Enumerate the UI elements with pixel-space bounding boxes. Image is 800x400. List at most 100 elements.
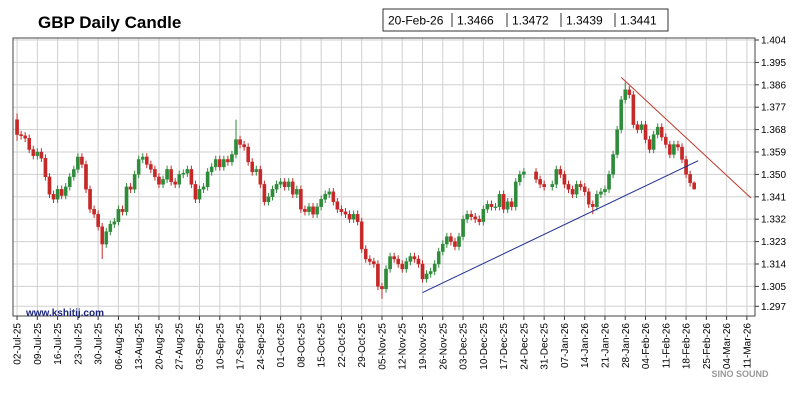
candle-body [319, 199, 323, 207]
candle-body [331, 191, 336, 202]
candle-body [59, 189, 64, 196]
x-tick-label: 24-Dec-25 [519, 323, 530, 370]
candle-body [84, 164, 88, 190]
candle-body [327, 191, 332, 195]
candle-body [680, 146, 684, 160]
candle-body [627, 89, 632, 95]
candle-body [209, 166, 214, 173]
candle-body [522, 171, 526, 175]
candle-body [270, 189, 275, 197]
candle-body [80, 156, 84, 165]
trend-line [422, 160, 699, 294]
x-tick-label: 03-Sep-25 [195, 323, 206, 370]
ohlc-value: 1.3439 [566, 14, 603, 28]
candle-body [189, 169, 194, 185]
candle-body [193, 184, 198, 200]
candle-body [550, 184, 555, 188]
candle-body [307, 206, 311, 212]
candle-body [351, 214, 356, 220]
y-tick-label: 1.305 [761, 282, 786, 293]
x-tick-label: 11-Mar-26 [742, 323, 753, 369]
candle-body [692, 182, 696, 190]
candle-body [404, 261, 409, 270]
candle-body [323, 194, 328, 200]
candle-body [213, 159, 218, 168]
candle-body [299, 189, 303, 210]
candle-body [582, 186, 587, 193]
plot-frame [12, 37, 756, 317]
x-tick-label: 16-Jul-25 [53, 323, 64, 365]
watermark: www.kshitij.com [25, 308, 104, 319]
candle-body [230, 154, 234, 163]
y-tick-label: 1.350 [761, 170, 786, 181]
x-tick-label: 12-Nov-25 [398, 323, 409, 370]
candle-body [497, 194, 502, 207]
candle-body [246, 146, 250, 163]
candle-body [258, 169, 263, 185]
y-tick-label: 1.314 [761, 259, 786, 270]
x-tick-label: 23-Jul-25 [73, 323, 84, 365]
x-tick-label: 28-Jan-26 [621, 323, 632, 368]
candle-body [23, 135, 27, 139]
candle-body [392, 256, 396, 260]
candle-body [578, 184, 583, 188]
candle-body [416, 258, 421, 265]
candle-body [408, 256, 413, 262]
candle-body [63, 186, 68, 196]
ohlc-value: 1.3441 [620, 14, 657, 28]
candle-body [505, 201, 510, 210]
candle-body [226, 159, 230, 163]
candle-body [368, 258, 372, 262]
y-tick-label: 1.386 [761, 80, 786, 91]
candle-body [445, 236, 449, 245]
candle-body [31, 149, 36, 156]
candle-body [473, 216, 478, 220]
candle-body [262, 184, 267, 202]
candle-body [663, 136, 668, 145]
candle-body [181, 172, 186, 175]
candle-body [651, 134, 656, 150]
x-tick-label: 31-Dec-25 [540, 323, 551, 370]
candle-body [157, 176, 161, 185]
candle-body [254, 169, 259, 173]
candle-body [396, 258, 400, 265]
candle-body [643, 124, 648, 140]
candle-body [453, 241, 457, 247]
candle-body [672, 144, 676, 155]
candle-body [676, 144, 680, 148]
candle-body [635, 124, 640, 130]
x-tick-label: 09-Jul-25 [33, 323, 44, 365]
candle-body [595, 194, 599, 207]
candle-body [43, 158, 48, 178]
candle-body [424, 273, 429, 280]
candle-body [51, 194, 56, 200]
candle-body [400, 263, 405, 270]
candle-body [570, 189, 575, 195]
candle-body [266, 196, 271, 202]
candle-body [217, 159, 222, 168]
candle-body [639, 124, 644, 130]
candle-body [465, 214, 469, 220]
candle-body [185, 169, 190, 174]
x-tick-label: 01-Oct-25 [276, 323, 287, 368]
x-tick-label: 26-Nov-25 [438, 323, 449, 370]
candle-body [222, 159, 226, 168]
chart-title: GBP Daily Candle [38, 13, 181, 32]
candle-body [19, 134, 23, 137]
candle-body [440, 243, 445, 252]
candle-body [335, 201, 340, 210]
candle-body [477, 218, 482, 222]
candle-body [518, 174, 522, 183]
candle-body [173, 181, 177, 185]
candle-body [412, 256, 417, 260]
candle-body [436, 251, 441, 265]
candle-body [388, 256, 392, 270]
candle-body [631, 94, 636, 125]
x-tick-label: 29-Oct-25 [357, 323, 368, 368]
candle-body [623, 89, 628, 100]
x-tick-label: 10-Dec-25 [479, 323, 490, 370]
candle-body [136, 159, 141, 175]
candle-body [116, 209, 121, 222]
candle-body [250, 161, 255, 173]
